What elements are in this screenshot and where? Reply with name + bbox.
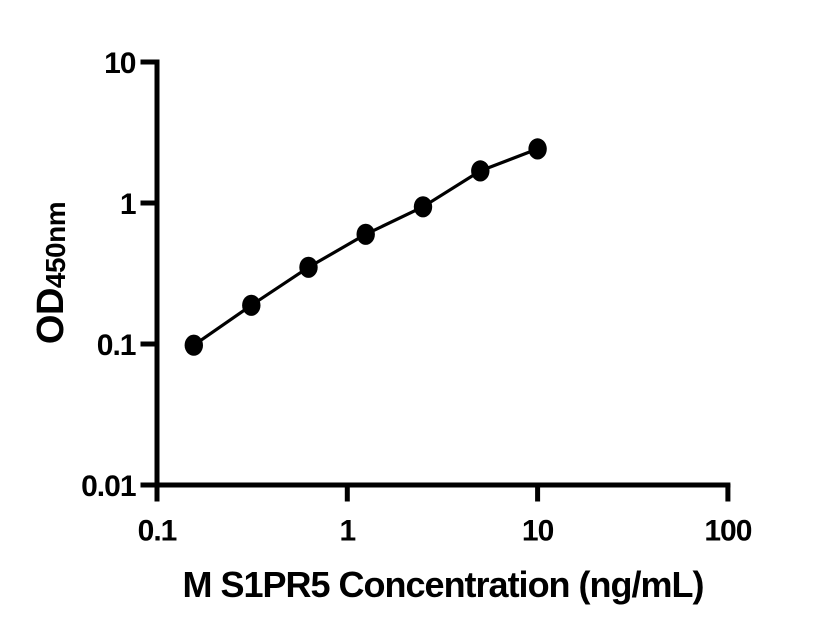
data-series [184,138,547,356]
x-tick-label: 0.1 [138,515,177,548]
data-point [356,223,375,245]
y-axis-title: OD450nm [30,202,72,344]
y-tick-label: 10 [104,47,136,80]
x-axis-title: M S1PR5 Concentration (ng/mL) [182,564,703,605]
y-axis-title-subscript: 450nm [40,202,71,288]
data-point [471,160,490,182]
y-tick-label: 0.1 [97,329,136,362]
data-point [242,294,261,316]
data-point [528,138,547,160]
x-tick-label: 1 [339,515,355,548]
data-point [413,196,433,218]
x-tick-label: 100 [704,515,751,548]
y-tick-label: 0.01 [81,470,136,503]
data-point [299,256,318,278]
x-tick-label: 10 [522,515,554,548]
y-axis-title-main: OD [30,288,72,344]
y-tick-label: 1 [120,188,136,221]
data-point [184,334,203,356]
